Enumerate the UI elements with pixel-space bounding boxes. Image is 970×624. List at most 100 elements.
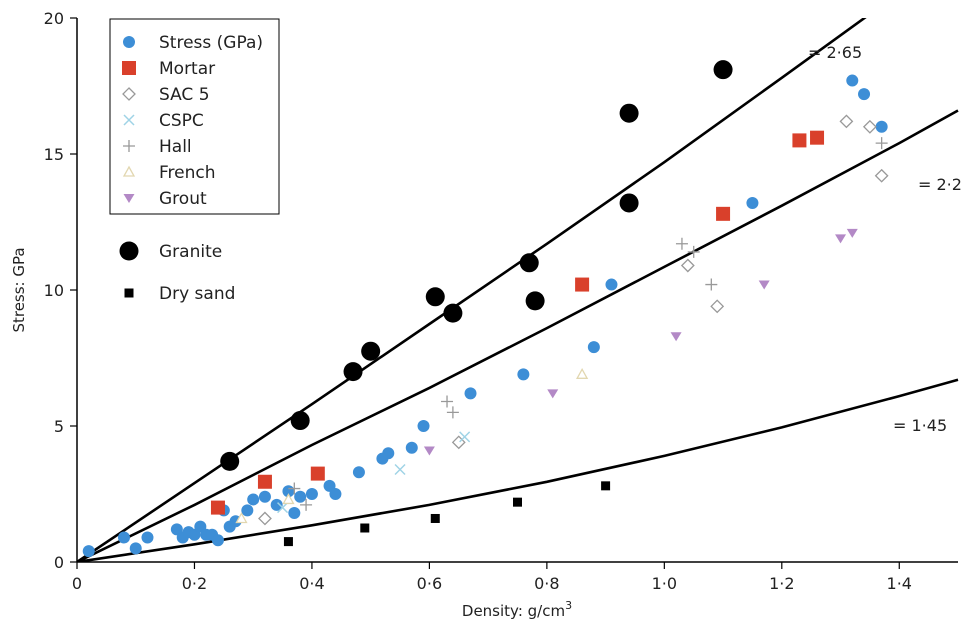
data-point [288,507,301,520]
data-point [290,411,310,431]
data-point [352,466,365,479]
data-point [446,406,459,419]
data-point [329,488,342,500]
data-point [282,493,295,505]
data-point [117,531,130,544]
data-point [141,531,154,544]
x-tick-label: 0·4 [299,574,324,593]
data-point [430,513,440,523]
data-point [343,362,363,382]
data-point [587,341,600,354]
data-point [858,88,871,101]
x-tick-label: 0·8 [534,574,559,593]
data-point [710,299,725,314]
y-tick-label: 0 [54,553,64,572]
legend-marker [123,194,135,203]
y-tick-label: 10 [44,281,64,300]
data-point [547,389,559,399]
legend-label: Stress (GPa) [159,33,263,53]
data-point [713,60,733,80]
legend-label: Grout [159,189,207,209]
data-point [288,482,301,495]
data-point [846,228,858,238]
data-point [675,237,688,250]
data-point [874,168,889,183]
y-tick-label: 20 [44,9,64,28]
data-point [451,435,466,450]
y-axis-title: Stress: GPa [10,247,28,332]
data-point [601,481,611,491]
data-point [305,488,318,500]
data-point [839,114,854,129]
fit-curve-label: = 2·65 [808,43,862,62]
data-point [792,133,807,148]
data-point [382,447,395,460]
data-point [705,278,718,291]
data-point [241,504,254,517]
data-point [517,368,530,381]
data-point [846,74,859,87]
legend-marker [122,165,136,177]
legend-marker [123,114,135,126]
data-point [875,137,888,150]
data-point [270,498,283,511]
data-point [310,466,325,481]
fit-curve [77,378,959,562]
data-point [220,451,240,471]
legend-label: Dry sand [159,284,235,304]
fit-curve-label: = 2·2 [918,175,962,194]
data-point [576,367,589,379]
legend-marker [123,36,135,48]
data-point [758,280,770,290]
data-point [746,196,759,209]
fit-curves [77,18,959,562]
data-point [605,278,618,291]
data-point [862,119,877,134]
x-tick-label: 0·6 [417,574,442,593]
data-point [835,234,847,244]
legend-label: Hall [159,137,192,157]
x-ticks: 0 0·2 0·4 0·6 0·8 1·0 1·2 1·4 [72,562,912,593]
data-point [525,291,545,311]
x-tick-label: 0·2 [182,574,207,593]
data-point [257,474,272,489]
data-point [716,206,731,221]
data-point [247,493,260,506]
data-point [258,511,272,526]
legend-box [109,18,280,215]
data-point [619,103,639,123]
legend: Stress (GPa) Mortar SAC 5 CSPC Hall French Gro… [109,18,280,215]
data-point [294,490,307,503]
data-point [283,537,293,547]
data-point [211,534,224,547]
data-point [513,497,522,507]
y-ticks: 0 5 10 15 20 [44,9,77,572]
legend-label: French [159,163,216,183]
data-point [670,332,682,342]
data-point [394,463,406,476]
legend-marker [122,87,136,101]
data-point [425,287,445,307]
legend-marker [124,288,134,298]
data-points [82,60,889,558]
data-point [443,303,463,323]
data-point [875,120,888,133]
x-tick-label: 1·0 [652,574,677,593]
fit-curve [77,18,867,562]
data-point [360,523,370,533]
data-point [464,387,477,400]
data-point [423,446,435,456]
legend-marker [119,241,139,261]
data-point [258,490,271,503]
legend-label: Mortar [159,59,215,79]
fit-curve [77,109,959,562]
x-tick-label: 0 [72,574,82,593]
data-point [82,545,95,558]
data-point [300,498,313,511]
data-point [459,431,471,443]
legend-label: Granite [159,242,222,262]
data-point [235,512,248,524]
x-tick-label: 1·2 [769,574,794,593]
x-tick-label: 1·4 [887,574,912,593]
